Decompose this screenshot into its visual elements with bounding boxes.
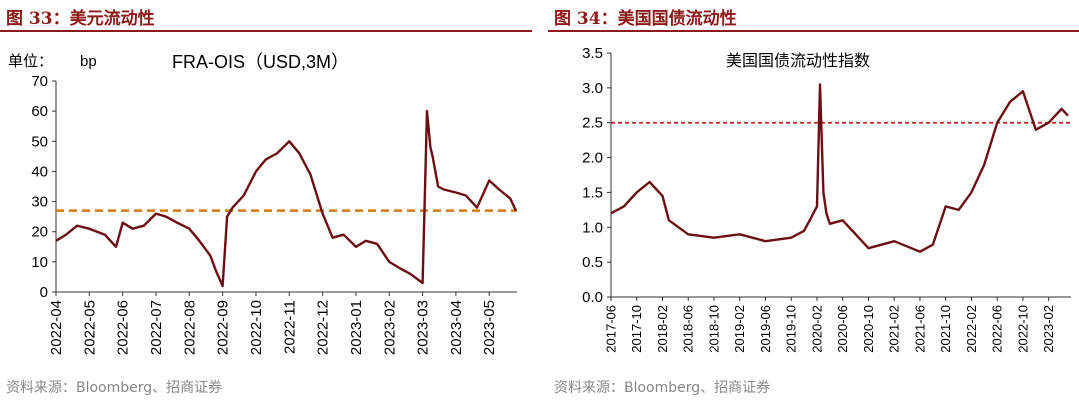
fra-ois-chart: 0 10 20 30 40 50 60 70 2022-04 2022-05 2022-06 2022…	[8, 52, 517, 355]
y-tick-label: 2.5	[582, 115, 603, 132]
y-tick-label: 60	[31, 103, 48, 120]
x-tick-label: 2022-07	[148, 300, 165, 355]
x-tick-label: 2020-06	[835, 305, 850, 353]
x-tick-label: 2019-02	[732, 305, 747, 353]
x-tick-label: 2023-04	[448, 300, 465, 355]
y-tick-label: 1.0	[582, 219, 603, 236]
y-tick-label: 0.5	[582, 254, 603, 271]
x-tick-label: 2023-03	[415, 300, 432, 355]
x-tick-label: 2020-10	[861, 305, 876, 353]
unit-value: bp	[80, 53, 97, 70]
y-tick-label: 1.5	[582, 184, 603, 201]
x-tick-label: 2023-01	[348, 300, 365, 355]
x-tick-label: 2022-10	[248, 300, 265, 355]
x-tick-label: 2021-02	[887, 305, 902, 353]
x-tick-label: 2017-06	[603, 305, 618, 353]
series-line	[55, 109, 517, 288]
x-tick-label: 2017-10	[629, 305, 644, 353]
x-tick-label: 2018-02	[655, 305, 670, 353]
chart-title: 美国国债流动性指数	[726, 51, 870, 70]
x-tick-label: 2021-06	[912, 305, 927, 353]
y-tick-label: 50	[31, 133, 48, 150]
x-tick-label: 2023-05	[481, 300, 498, 355]
x-tick-label: 2022-05	[81, 300, 98, 355]
unit-label: 单位：	[8, 53, 53, 70]
source-note: 资料来源：Bloomberg、招商证券	[554, 380, 771, 396]
y-tick-label: 0.0	[582, 289, 603, 306]
series-line	[610, 83, 1069, 253]
x-tick-label: 2023-02	[1041, 305, 1056, 353]
x-tick-label: 2022-04	[48, 300, 65, 355]
x-tick-label: 2022-08	[181, 300, 198, 355]
x-tick-label: 2018-06	[681, 305, 696, 353]
y-tick-label: 20	[31, 224, 48, 241]
x-tick-label: 2019-06	[758, 305, 773, 353]
x-tick-label: 2020-02	[809, 305, 824, 353]
chart-title: FRA-OIS（USD,3M）	[172, 52, 349, 72]
y-tick-label: 10	[31, 254, 48, 271]
x-tick-label: 2019-10	[784, 305, 799, 353]
x-tick-label: 2022-12	[315, 300, 332, 355]
y-tick-label: 70	[31, 73, 48, 90]
right-chart-panel: 图 34：美国国债流动性 0.0 0.5 1.0 1.5 2.0 2.5 3.0 3.5 201…	[548, 0, 1079, 411]
x-tick-label: 2021-10	[938, 305, 953, 353]
x-tick-label: 2022-06	[115, 300, 132, 355]
source-note: 资料来源：Bloomberg、招商证券	[6, 380, 223, 396]
y-tick-label: 40	[31, 163, 48, 180]
figure-title: 图 33：美元流动性	[6, 9, 155, 29]
y-tick-label: 0	[40, 284, 48, 301]
treasury-liquidity-chart: 0.0 0.5 1.0 1.5 2.0 2.5 3.0 3.5 2017-06 2017-10 20…	[582, 45, 1071, 353]
y-tick-label: 3.0	[582, 80, 603, 97]
y-tick-label: 3.5	[582, 45, 603, 62]
x-tick-label: 2023-02	[381, 300, 398, 355]
x-tick-label: 2022-09	[215, 300, 232, 355]
x-tick-label: 2022-11	[281, 300, 298, 354]
x-tick-label: 2018-10	[706, 305, 721, 353]
left-chart-panel: 图 33：美元流动性 0 10 20 30 40 50 60 70 2022-04 2022-05…	[0, 0, 532, 411]
title-rule	[548, 30, 1079, 32]
figure-title: 图 34：美国国债流动性	[554, 9, 737, 29]
title-rule	[0, 30, 532, 32]
y-tick-label: 30	[31, 194, 48, 211]
x-tick-label: 2022-02	[964, 305, 979, 353]
y-tick-label: 2.0	[582, 150, 603, 167]
x-tick-label: 2022-10	[1015, 305, 1030, 353]
x-tick-label: 2022-06	[990, 305, 1005, 353]
